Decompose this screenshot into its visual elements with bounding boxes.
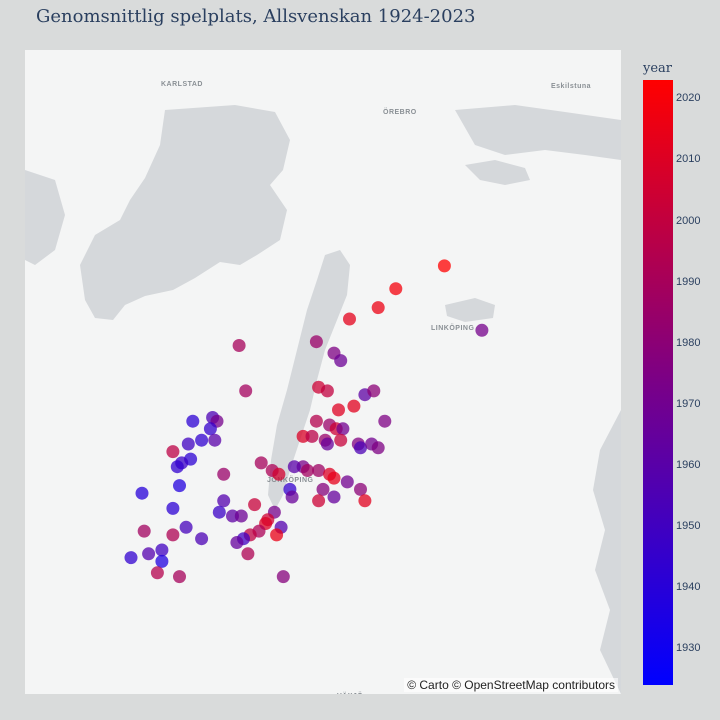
data-point[interactable] <box>217 494 230 507</box>
map-attribution[interactable]: © Carto © OpenStreetMap contributors <box>404 678 618 692</box>
data-point[interactable] <box>166 528 179 541</box>
data-point[interactable] <box>310 415 323 428</box>
data-point[interactable] <box>272 468 285 481</box>
data-point[interactable] <box>173 479 186 492</box>
data-point[interactable] <box>343 313 356 326</box>
data-point[interactable] <box>328 472 341 485</box>
data-point[interactable] <box>241 547 254 560</box>
data-point[interactable] <box>347 400 360 413</box>
colorbar-tick: 2020 <box>676 92 700 104</box>
colorbar-tick: 1970 <box>676 398 700 410</box>
data-point[interactable] <box>341 475 354 488</box>
data-point[interactable] <box>367 384 380 397</box>
data-point[interactable] <box>166 445 179 458</box>
data-point[interactable] <box>438 259 451 272</box>
data-point[interactable] <box>286 491 299 504</box>
map-label-karlstad: KARLSTAD <box>161 81 203 88</box>
data-point[interactable] <box>151 566 164 579</box>
coast-sea <box>593 410 621 694</box>
data-point[interactable] <box>321 438 334 451</box>
data-point[interactable] <box>277 570 290 583</box>
data-point[interactable] <box>270 528 283 541</box>
data-point[interactable] <box>186 415 199 428</box>
colorbar-tick: 1960 <box>676 459 700 471</box>
data-point[interactable] <box>248 498 261 511</box>
data-point[interactable] <box>312 494 325 507</box>
map-label-eskilstuna: Eskilstuna <box>551 83 591 90</box>
data-point[interactable] <box>334 354 347 367</box>
data-point[interactable] <box>288 460 301 473</box>
data-point[interactable] <box>180 521 193 534</box>
data-point[interactable] <box>317 483 330 496</box>
colorbar-tick: 1990 <box>676 276 700 288</box>
data-point[interactable] <box>155 555 168 568</box>
data-point[interactable] <box>389 282 402 295</box>
data-point[interactable] <box>142 547 155 560</box>
data-point[interactable] <box>233 339 246 352</box>
data-point[interactable] <box>475 324 488 337</box>
data-point[interactable] <box>230 536 243 549</box>
data-point[interactable] <box>138 525 151 538</box>
data-point[interactable] <box>204 422 217 435</box>
lake-malaren <box>455 105 621 160</box>
data-point[interactable] <box>125 551 138 564</box>
chart-title: Genomsnittlig spelplats, Allsvenskan 192… <box>36 6 476 27</box>
lake-hjalmaren <box>465 160 530 185</box>
data-point[interactable] <box>336 422 349 435</box>
data-point[interactable] <box>195 434 208 447</box>
data-point[interactable] <box>195 532 208 545</box>
data-point[interactable] <box>301 464 314 477</box>
colorbar-tick: 1980 <box>676 337 700 349</box>
colorbar-tick: 1930 <box>676 642 700 654</box>
data-point[interactable] <box>378 415 391 428</box>
lake-vanern <box>80 105 290 320</box>
map-label-vaxjo: VÄXJÖ <box>337 691 363 694</box>
lake-vanern-east <box>25 170 65 265</box>
data-point[interactable] <box>217 468 230 481</box>
colorbar-tick: 2000 <box>676 215 700 227</box>
data-point[interactable] <box>213 506 226 519</box>
data-point[interactable] <box>332 403 345 416</box>
data-point[interactable] <box>208 434 221 447</box>
data-point[interactable] <box>358 494 371 507</box>
data-point[interactable] <box>328 491 341 504</box>
data-point[interactable] <box>321 384 334 397</box>
data-point[interactable] <box>306 430 319 443</box>
data-point[interactable] <box>310 335 323 348</box>
colorbar-title: year <box>643 61 672 76</box>
data-point[interactable] <box>334 434 347 447</box>
data-point[interactable] <box>354 483 367 496</box>
colorbar-tick: 1950 <box>676 520 700 532</box>
scatter-points <box>125 259 489 583</box>
colorbar-tick: 2010 <box>676 153 700 165</box>
lake-roxen <box>445 298 495 322</box>
data-point[interactable] <box>136 487 149 500</box>
data-point[interactable] <box>354 441 367 454</box>
colorbar-gradient <box>643 80 673 685</box>
map-label-orebro: ÖREBRO <box>383 107 417 116</box>
map-basemap: KARLSTAD ÖREBRO Eskilstuna LINKÖPING JÖN… <box>25 50 621 694</box>
colorbar-tick: 1940 <box>676 581 700 593</box>
data-point[interactable] <box>155 544 168 557</box>
data-point[interactable] <box>235 510 248 523</box>
data-point[interactable] <box>166 502 179 515</box>
data-point[interactable] <box>173 570 186 583</box>
data-point[interactable] <box>372 441 385 454</box>
data-point[interactable] <box>255 456 268 469</box>
map-label-linkoping: LINKÖPING <box>431 323 474 332</box>
data-point[interactable] <box>372 301 385 314</box>
map-view[interactable]: KARLSTAD ÖREBRO Eskilstuna LINKÖPING JÖN… <box>25 50 621 694</box>
data-point[interactable] <box>239 384 252 397</box>
data-point[interactable] <box>171 460 184 473</box>
data-point[interactable] <box>182 438 195 451</box>
